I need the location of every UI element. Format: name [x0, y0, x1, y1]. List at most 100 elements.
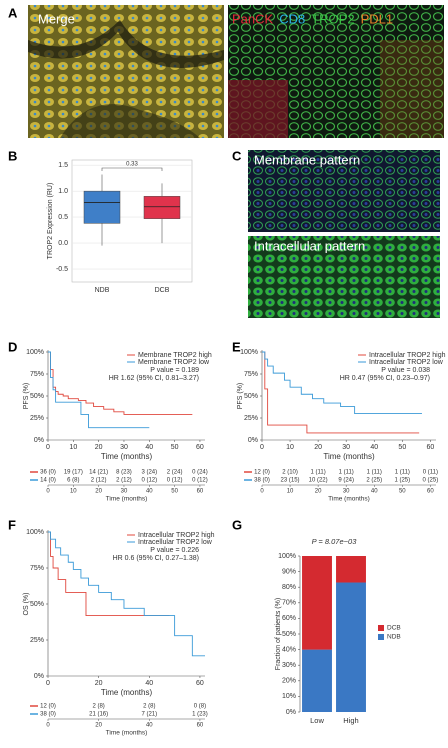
channel-label: PDL1 — [361, 11, 394, 26]
y-tick-label: 0% — [34, 437, 44, 444]
stroma — [60, 104, 200, 138]
risk-tick-label: 20 — [315, 489, 322, 495]
y-tick-label: 60% — [282, 615, 296, 622]
risk-count: 2 (8) — [143, 704, 155, 710]
merge-label: Merge — [38, 11, 75, 26]
y-tick-label: 100% — [240, 349, 258, 356]
x-tick-label: High — [343, 716, 358, 725]
y-tick-label: 10% — [282, 693, 296, 700]
x-tick-label: 50 — [171, 444, 179, 451]
y-axis-label: PFS (%) — [237, 383, 244, 409]
risk-count: 1 (11) — [339, 470, 354, 476]
risk-tick-label: 40 — [146, 489, 153, 495]
risk-count: 0 (24) — [192, 470, 208, 476]
bar-segment — [336, 582, 366, 712]
channel-label: PanCK — [232, 11, 274, 26]
intracellular-image — [248, 236, 440, 318]
membrane-image — [248, 150, 440, 232]
y-tick-label: 50% — [282, 631, 296, 638]
survival-curve — [262, 351, 420, 434]
y-tick-label: 75% — [30, 565, 44, 572]
y-tick-label: 100% — [26, 349, 44, 356]
risk-axis-label: Time (months) — [106, 496, 148, 503]
y-axis-label: Fraction of patients (%) — [275, 598, 282, 670]
risk-tick-label: 0 — [46, 489, 50, 495]
y-tick-label: 0% — [34, 673, 44, 680]
p-label: 0.33 — [126, 162, 138, 168]
risk-tick-label: 20 — [95, 723, 102, 729]
risk-tick-label: 10 — [287, 489, 294, 495]
panel-letter: E — [232, 339, 241, 354]
x-tick-label: 30 — [342, 444, 350, 451]
risk-count: 0 (12) — [192, 478, 208, 484]
survival-curve — [262, 351, 422, 415]
x-axis-label: Time (months) — [323, 452, 375, 461]
x-tick-label: 40 — [145, 680, 153, 687]
y-tick-label: 80% — [282, 584, 296, 591]
risk-axis-label: Time (months) — [106, 730, 148, 737]
risk-count: 2 (25) — [366, 478, 382, 484]
risk-count: 0 (12) — [167, 478, 183, 484]
x-axis-label: Time (months) — [101, 452, 153, 461]
legend-label: Intracellular TROP2 high — [138, 532, 215, 539]
y-tick-label: 25% — [30, 415, 44, 422]
risk-count: 19 (17) — [64, 470, 83, 476]
channel-label: TROP2 — [311, 11, 354, 26]
y-tick-label: 1.5 — [58, 162, 68, 169]
survival-curve — [48, 531, 205, 657]
x-tick-label: 30 — [120, 444, 128, 451]
y-tick-label: 25% — [30, 637, 44, 644]
risk-count: 12 (0) — [254, 470, 270, 476]
x-tick-label: 20 — [95, 444, 103, 451]
legend-label: Membrane TROP2 low — [138, 359, 210, 366]
y-tick-label: 50% — [244, 393, 258, 400]
x-tick-label: DCB — [155, 287, 170, 294]
legend-label: NDB — [387, 634, 401, 641]
risk-count: 1 (25) — [394, 478, 410, 484]
legend-swatch — [378, 625, 384, 631]
x-tick-label: 10 — [69, 444, 77, 451]
y-tick-label: -0.5 — [56, 266, 68, 273]
stroma — [28, 20, 224, 69]
image-label: Intracellular pattern — [254, 238, 365, 253]
x-tick-label: 20 — [314, 444, 322, 451]
risk-tick-label: 40 — [146, 723, 153, 729]
risk-count: 0 (11) — [423, 470, 438, 476]
risk-count: 2 (10) — [282, 470, 298, 476]
risk-tick-label: 0 — [46, 723, 50, 729]
legend-swatch — [378, 634, 384, 640]
x-tick-label: 0 — [260, 444, 264, 451]
risk-count: 8 (23) — [116, 470, 132, 476]
image-label: Membrane pattern — [254, 152, 360, 167]
y-tick-label: 50% — [30, 393, 44, 400]
x-tick-label: Low — [310, 716, 324, 725]
panel-letter: A — [8, 5, 18, 20]
risk-tick-label: 20 — [95, 489, 102, 495]
y-tick-label: 50% — [30, 601, 44, 608]
risk-count: 1 (11) — [311, 470, 326, 476]
channel-label: CD8 — [279, 11, 305, 26]
x-tick-label: 20 — [95, 680, 103, 687]
y-tick-label: 100% — [278, 553, 296, 560]
legend-label: DCB — [387, 625, 401, 632]
annotation: P value = 0.189 — [150, 367, 199, 374]
risk-count: 2 (12) — [116, 478, 132, 484]
x-tick-label: 60 — [196, 444, 204, 451]
x-axis-label: Time (months) — [101, 688, 153, 697]
risk-count: 14 (0) — [40, 478, 56, 484]
risk-count: 9 (24) — [338, 478, 354, 484]
risk-count: 1 (23) — [192, 712, 208, 718]
y-tick-label: 20% — [282, 678, 296, 685]
survival-curve — [48, 531, 170, 616]
box — [83, 190, 121, 224]
risk-axis-label: Time (months) — [328, 496, 370, 503]
significance-bracket — [101, 167, 163, 171]
risk-count: 2 (12) — [91, 478, 107, 484]
y-tick-label: 25% — [244, 415, 258, 422]
annotation: HR 0.6 (95% CI, 0.27–1.38) — [113, 555, 199, 562]
panel-letter: D — [8, 339, 17, 354]
risk-count: 10 (22) — [309, 478, 328, 484]
risk-count: 0 (8) — [194, 704, 206, 710]
legend-label: Intracellular TROP2 high — [369, 352, 446, 359]
